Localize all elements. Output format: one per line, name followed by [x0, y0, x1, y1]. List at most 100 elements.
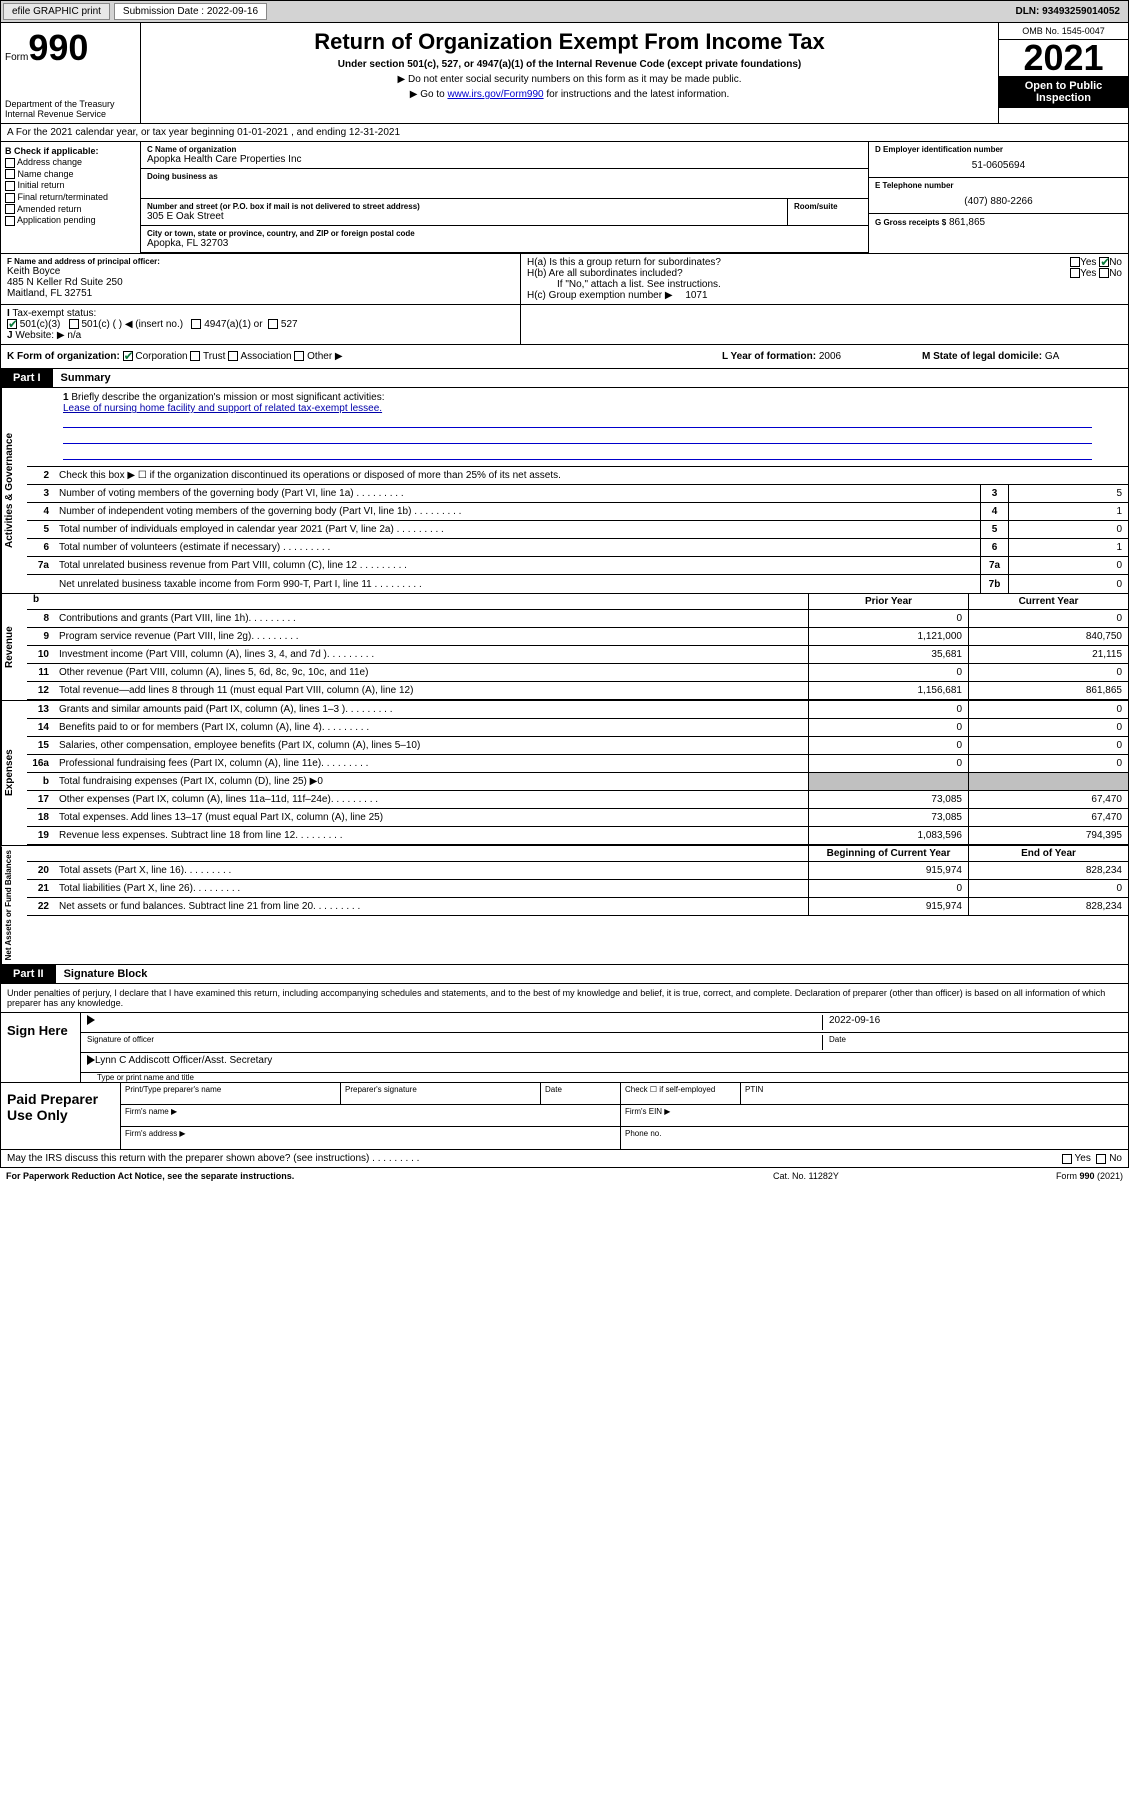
line17-prior: 73,085 — [808, 791, 968, 808]
chk-app-pending[interactable] — [5, 216, 15, 226]
hb-no: No — [1109, 268, 1122, 279]
lbl-name-change: Name change — [18, 169, 74, 179]
line6-text: Total number of volunteers (estimate if … — [55, 540, 980, 555]
prep-self-emp: Check ☐ if self-employed — [621, 1083, 741, 1104]
chk-501c[interactable] — [69, 319, 79, 329]
line7a-text: Total unrelated business revenue from Pa… — [55, 558, 980, 573]
line21-end: 0 — [968, 880, 1128, 897]
line1-label: Briefly describe the organization's miss… — [71, 392, 384, 403]
col-b-checkboxes: B Check if applicable: Address change Na… — [1, 142, 141, 253]
name-title-label: Type or print name and title — [81, 1073, 1128, 1082]
lbl-final-return: Final return/terminated — [18, 192, 109, 202]
domicile-value: GA — [1045, 351, 1059, 362]
line13-prior: 0 — [808, 701, 968, 718]
chk-address-change[interactable] — [5, 158, 15, 168]
cat-number: Cat. No. 11282Y — [773, 1171, 973, 1181]
row-fgh: F Name and address of principal officer:… — [0, 254, 1129, 305]
line15-prior: 0 — [808, 737, 968, 754]
section-bcd: B Check if applicable: Address change Na… — [0, 142, 1129, 254]
chk-501c3[interactable] — [7, 319, 17, 329]
line5-val: 0 — [1008, 521, 1128, 538]
line10-text: Investment income (Part VIII, column (A)… — [55, 646, 808, 663]
inst2-post: for instructions and the latest informat… — [544, 89, 730, 100]
ha-yes: Yes — [1080, 257, 1096, 268]
part2-header: Part II Signature Block — [0, 965, 1129, 984]
chk-discuss-no[interactable] — [1096, 1154, 1106, 1164]
tax-status-label: Tax-exempt status: — [12, 308, 96, 319]
firm-phone-label: Phone no. — [621, 1127, 1128, 1149]
line13-curr: 0 — [968, 701, 1128, 718]
hb-label: H(b) Are all subordinates included? — [527, 268, 683, 279]
row-ij: I Tax-exempt status: 501(c)(3) 501(c) ( … — [0, 305, 1129, 345]
prep-sig-label: Preparer's signature — [341, 1083, 541, 1104]
line6-val: 1 — [1008, 539, 1128, 556]
arrow-icon-2 — [87, 1055, 95, 1065]
dba-label: Doing business as — [147, 172, 862, 181]
form-header: Form 990 Department of the Treasury Inte… — [0, 23, 1129, 124]
hdr-beginning: Beginning of Current Year — [808, 846, 968, 861]
efile-print-button[interactable]: efile GRAPHIC print — [3, 3, 110, 20]
line12-curr: 861,865 — [968, 682, 1128, 699]
chk-4947[interactable] — [191, 319, 201, 329]
irs-label: Internal Revenue Service — [5, 109, 136, 119]
ha-no: No — [1109, 257, 1122, 268]
chk-name-change[interactable] — [5, 169, 15, 179]
line9-text: Program service revenue (Part VIII, line… — [55, 628, 808, 645]
line21-beg: 0 — [808, 880, 968, 897]
line3-text: Number of voting members of the governin… — [55, 486, 980, 501]
dept-treasury: Department of the Treasury — [5, 99, 136, 109]
prep-ptin: PTIN — [741, 1083, 1128, 1104]
chk-other[interactable] — [294, 351, 304, 361]
vtab-net-assets: Net Assets or Fund Balances — [1, 846, 27, 964]
opt-527: 527 — [281, 319, 298, 330]
chk-amended[interactable] — [5, 204, 15, 214]
officer-name: Keith Boyce — [7, 266, 514, 277]
line3-val: 5 — [1008, 485, 1128, 502]
firm-name-label: Firm's name ▶ — [121, 1105, 621, 1126]
org-name: Apopka Health Care Properties Inc — [147, 154, 862, 165]
hdr-end: End of Year — [968, 846, 1128, 861]
line18-prior: 73,085 — [808, 809, 968, 826]
open-to-public: Open to Public Inspection — [999, 76, 1128, 108]
line4-text: Number of independent voting members of … — [55, 504, 980, 519]
chk-ha-yes[interactable] — [1070, 257, 1080, 267]
city-label: City or town, state or province, country… — [147, 229, 862, 238]
sig-date-label: Date — [822, 1035, 1122, 1050]
form-org-label: K Form of organization: — [7, 351, 120, 362]
chk-hb-yes[interactable] — [1070, 268, 1080, 278]
line14-prior: 0 — [808, 719, 968, 736]
opt-4947: 4947(a)(1) or — [204, 319, 262, 330]
chk-corp[interactable] — [123, 351, 133, 361]
hb-yes: Yes — [1080, 268, 1096, 279]
paid-preparer-label: Paid Preparer Use Only — [1, 1083, 121, 1149]
chk-final-return[interactable] — [5, 193, 15, 203]
chk-initial-return[interactable] — [5, 181, 15, 191]
discuss-yes: Yes — [1075, 1153, 1091, 1164]
hdr-b: b — [27, 594, 39, 605]
row-a-tax-year: A For the 2021 calendar year, or tax yea… — [0, 124, 1129, 142]
line14-curr: 0 — [968, 719, 1128, 736]
form990-link[interactable]: www.irs.gov/Form990 — [447, 89, 543, 100]
chk-trust[interactable] — [190, 351, 200, 361]
officer-name-printed: Lynn C Addiscott Officer/Asst. Secretary — [95, 1055, 1122, 1070]
chk-527[interactable] — [268, 319, 278, 329]
prep-name-label: Print/Type preparer's name — [121, 1083, 341, 1104]
submission-date: Submission Date : 2022-09-16 — [114, 3, 267, 20]
part1-tag: Part I — [1, 369, 53, 387]
line18-text: Total expenses. Add lines 13–17 (must eq… — [55, 809, 808, 826]
chk-discuss-yes[interactable] — [1062, 1154, 1072, 1164]
ein-label: D Employer identification number — [875, 145, 1122, 154]
chk-hb-no[interactable] — [1099, 268, 1109, 278]
line16b-curr — [968, 773, 1128, 790]
form-number: 990 — [28, 27, 88, 69]
exp-section: Expenses 13Grants and similar amounts pa… — [0, 701, 1129, 846]
instruction-2: ▶ Go to www.irs.gov/Form990 for instruct… — [147, 89, 992, 100]
firm-ein-label: Firm's EIN ▶ — [621, 1105, 1128, 1126]
line18-curr: 67,470 — [968, 809, 1128, 826]
year-formation: 2006 — [819, 351, 841, 362]
street-address: 305 E Oak Street — [147, 211, 781, 222]
part2-tag: Part II — [1, 965, 56, 983]
chk-assoc[interactable] — [228, 351, 238, 361]
form-subtitle: Under section 501(c), 527, or 4947(a)(1)… — [147, 59, 992, 70]
chk-ha-no[interactable] — [1099, 257, 1109, 267]
